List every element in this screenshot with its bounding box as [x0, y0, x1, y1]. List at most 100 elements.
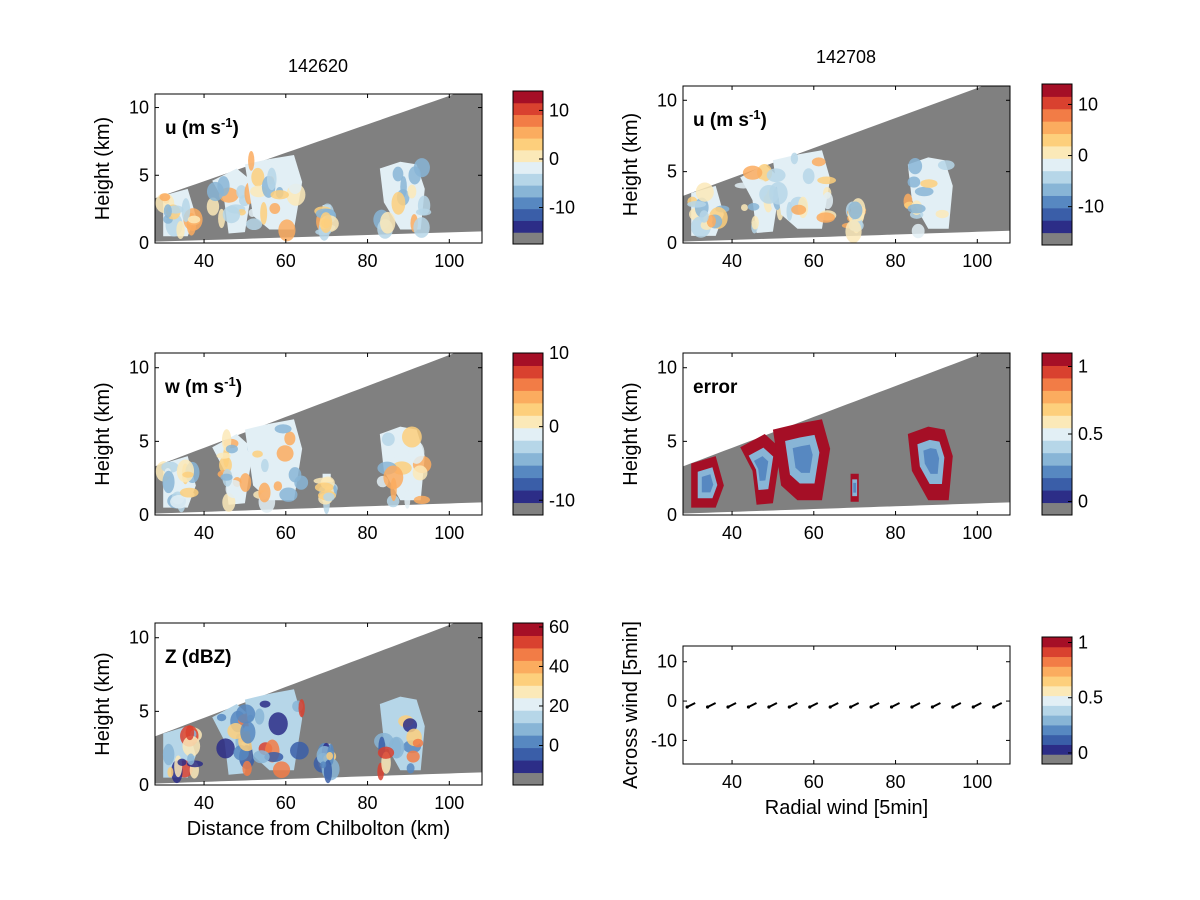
echo-cell: [162, 470, 175, 494]
colorbar-swatch: [1042, 133, 1072, 147]
colorbar-swatch: [513, 353, 543, 366]
panel-z_left: Z (dBZ) 40 60 80 100 0 5 10 Height (km) Distance …: [92, 617, 569, 840]
colorbar-tick-label: 0.5: [1078, 424, 1103, 444]
echo-cell: [415, 208, 432, 216]
echo-cell: [406, 763, 415, 774]
colorbar-tick-label: 1: [1078, 357, 1088, 377]
x-tick-label: 60: [804, 523, 824, 543]
wind-arrow-tail: [889, 705, 894, 709]
echo-cell: [182, 471, 194, 478]
echo-cell: [326, 751, 333, 761]
column-title-right: 142708: [816, 47, 876, 67]
echo-cell: [274, 424, 292, 434]
echo-cell: [267, 451, 279, 463]
x-axis-label: Distance from Chilbolton (km): [187, 818, 450, 840]
echo-cell: [242, 760, 252, 777]
colorbar-swatch: [1042, 676, 1072, 687]
y-axis-label: Height (km): [620, 382, 642, 485]
axes-frame: [154, 93, 483, 244]
colorbar-swatch: [1042, 145, 1072, 159]
x-tick-label: 60: [276, 523, 296, 543]
wind-arrow-tail: [910, 705, 914, 709]
y-axis-label: Height (km): [620, 113, 642, 216]
echo-cell: [170, 494, 188, 509]
echo-cell: [816, 212, 835, 223]
echo-cell: [695, 182, 714, 202]
wind-arrow-tail: [808, 705, 812, 709]
echo-cell: [269, 203, 281, 215]
echo-cell: [260, 201, 268, 225]
colorbar-swatch: [513, 126, 543, 139]
panel-label: u (m s-1): [165, 115, 239, 139]
echo-cell: [845, 219, 862, 243]
echo-cell: [259, 700, 271, 708]
echo-cell: [270, 190, 289, 200]
colorbar-swatch: [513, 735, 543, 749]
echo-cell: [279, 487, 298, 502]
colorbar-swatch: [1042, 685, 1072, 697]
x-tick-label: 100: [962, 523, 992, 543]
plot-area: [155, 353, 482, 515]
colorbar-swatch: [513, 772, 543, 786]
echo-cell: [239, 473, 252, 492]
colorbar-tick-label: 10: [1078, 94, 1098, 114]
echo-cell: [298, 699, 305, 718]
echo-cell: [252, 473, 265, 487]
echo-cell: [413, 495, 431, 505]
x-tick-label: 40: [722, 523, 742, 543]
echo-cell: [751, 215, 759, 230]
x-tick-label: 100: [434, 523, 464, 543]
colorbar-swatch: [1042, 440, 1072, 454]
y-axis-label: Height (km): [92, 382, 114, 485]
echo-cell: [412, 738, 424, 748]
axes-frame: [682, 352, 1011, 516]
x-tick-label: 100: [962, 251, 992, 271]
x-tick-label: 60: [804, 251, 824, 271]
colorbar-swatch: [513, 415, 543, 429]
colorbar-swatch: [513, 102, 543, 116]
echo-cell: [240, 721, 256, 744]
x-tick-label: 40: [722, 251, 742, 271]
plot-area: [155, 623, 482, 784]
panel-label: error: [693, 377, 738, 398]
echo-cell: [802, 168, 815, 185]
colorbar-swatch: [1042, 490, 1072, 504]
colorbar-swatch: [513, 402, 543, 416]
colorbar-swatch: [1042, 666, 1072, 677]
colorbar-swatch: [1042, 695, 1072, 706]
x-tick-label: 100: [434, 793, 464, 813]
colorbar-frame: [1041, 83, 1073, 246]
echo-cell: [288, 177, 302, 194]
colorbar-swatch: [1042, 84, 1072, 97]
wind-arrow-tail: [706, 705, 710, 709]
colorbar-swatch: [513, 502, 543, 516]
echo-cell: [386, 495, 400, 508]
y-tick-label: 10: [657, 90, 677, 110]
echo-cell: [734, 182, 753, 189]
colorbar-swatch: [513, 672, 543, 686]
echo-cell: [176, 220, 185, 239]
error-core-low: [701, 474, 714, 493]
echo-cell: [381, 432, 395, 446]
y-tick-label: 5: [139, 701, 149, 721]
echo-cell: [377, 746, 395, 759]
column-title-left: 142620: [288, 56, 348, 76]
colorbar-swatch: [513, 161, 543, 174]
colorbar-swatch: [513, 91, 543, 104]
colorbar-swatch: [513, 660, 543, 674]
colorbar-swatch: [513, 710, 543, 724]
x-tick-label: 80: [886, 772, 906, 792]
colorbar-tick-label: 0: [1078, 146, 1088, 166]
colorbar-swatch: [513, 114, 543, 127]
colorbar-swatch: [1042, 415, 1072, 429]
colorbar-swatch: [513, 390, 543, 404]
wind-arrow-tail: [726, 705, 730, 709]
colorbar-swatch: [513, 477, 543, 491]
echo-cell: [179, 487, 199, 498]
x-tick-label: 100: [434, 251, 464, 271]
echo-cell: [176, 459, 195, 483]
echo-cell: [911, 223, 925, 239]
